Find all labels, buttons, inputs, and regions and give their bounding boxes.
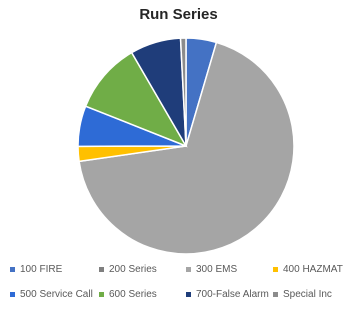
legend-swatch bbox=[10, 291, 15, 297]
legend-swatch bbox=[10, 266, 15, 272]
legend-label: 100 FIRE bbox=[20, 263, 63, 275]
legend-label: 600 Series bbox=[109, 288, 157, 300]
legend-item: Special Inc bbox=[273, 286, 332, 302]
legend-item: 500 Service Call bbox=[10, 286, 93, 302]
pie-slice-special-inc bbox=[179, 37, 187, 147]
legend-label: 200 Series bbox=[109, 263, 157, 275]
legend-swatch bbox=[99, 266, 104, 272]
legend-swatch bbox=[273, 266, 278, 272]
legend-label: Special Inc bbox=[283, 288, 332, 300]
pie-slice-300-ems bbox=[78, 41, 295, 255]
legend-label: 500 Service Call bbox=[20, 288, 93, 300]
legend-label: 300 EMS bbox=[196, 263, 238, 275]
chart-title: Run Series bbox=[139, 6, 218, 23]
legend-item: 100 FIRE bbox=[10, 261, 62, 277]
pie-chart bbox=[77, 37, 295, 255]
legend-item: 700-False Alarm bbox=[186, 286, 269, 302]
legend-item: 600 Series bbox=[99, 286, 157, 302]
legend-item: 300 EMS bbox=[186, 261, 237, 277]
pie-slice-600-series bbox=[84, 51, 188, 148]
legend-swatch bbox=[273, 291, 278, 297]
legend-swatch bbox=[186, 266, 191, 272]
legend-swatch bbox=[99, 291, 104, 297]
legend-label: 400 HAZMAT bbox=[283, 263, 343, 275]
legend-label: 700-False Alarm bbox=[196, 288, 269, 300]
legend-swatch bbox=[186, 291, 191, 297]
legend-item: 400 HAZMAT bbox=[273, 261, 343, 277]
legend-row: 500 Service Call 600 Series 700-False Alar… bbox=[0, 286, 357, 302]
legend-row: 100 FIRE 200 Series 300 EMS 400 HAZMAT bbox=[0, 261, 357, 277]
legend-item: 200 Series bbox=[99, 261, 157, 277]
